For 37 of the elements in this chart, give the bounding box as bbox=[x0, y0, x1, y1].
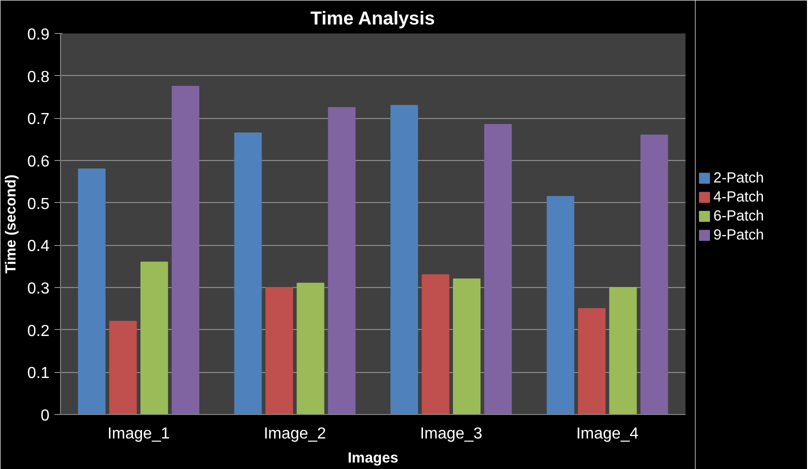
y-axis-title: Time (second) bbox=[3, 174, 20, 274]
y-tick-label: 0.6 bbox=[27, 154, 50, 170]
bar bbox=[328, 107, 356, 414]
bar bbox=[452, 278, 481, 414]
x-tick-label: Image_3 bbox=[420, 426, 482, 442]
bar bbox=[140, 262, 168, 414]
bar bbox=[172, 86, 200, 414]
bar bbox=[390, 104, 418, 414]
y-tick-label: 0.7 bbox=[27, 111, 50, 128]
x-tick-label: Image_4 bbox=[576, 426, 639, 442]
bar bbox=[234, 132, 262, 414]
chart-title: Time Analysis bbox=[310, 8, 435, 28]
bar bbox=[484, 124, 512, 414]
y-tick-label: 0 bbox=[40, 408, 50, 424]
legend-label: 9-Patch bbox=[713, 227, 764, 244]
bar bbox=[578, 308, 606, 414]
x-tick-label: Image_1 bbox=[107, 426, 170, 442]
x-axis-title: Images bbox=[348, 450, 398, 466]
bar bbox=[546, 196, 574, 414]
bar bbox=[109, 320, 137, 414]
y-tick-label: 0.1 bbox=[27, 365, 50, 382]
y-tick-label: 0.2 bbox=[27, 322, 50, 340]
legend-label: 4-Patch bbox=[713, 189, 764, 206]
bar bbox=[265, 287, 294, 414]
x-tick-label: Image_2 bbox=[264, 426, 326, 442]
y-tick-label: 0.3 bbox=[27, 280, 50, 298]
bar bbox=[640, 134, 668, 414]
bar bbox=[422, 274, 450, 414]
y-tick-label: 0.4 bbox=[27, 238, 50, 256]
bar bbox=[609, 287, 637, 414]
bar bbox=[296, 282, 324, 414]
legend-label: 6-Patch bbox=[713, 208, 764, 224]
y-tick-label: 0.9 bbox=[27, 26, 50, 44]
y-tick-label: 0.5 bbox=[27, 196, 50, 213]
legend-label: 2-Patch bbox=[713, 170, 764, 186]
bar bbox=[78, 168, 106, 414]
y-tick-label: 0.8 bbox=[27, 68, 50, 86]
